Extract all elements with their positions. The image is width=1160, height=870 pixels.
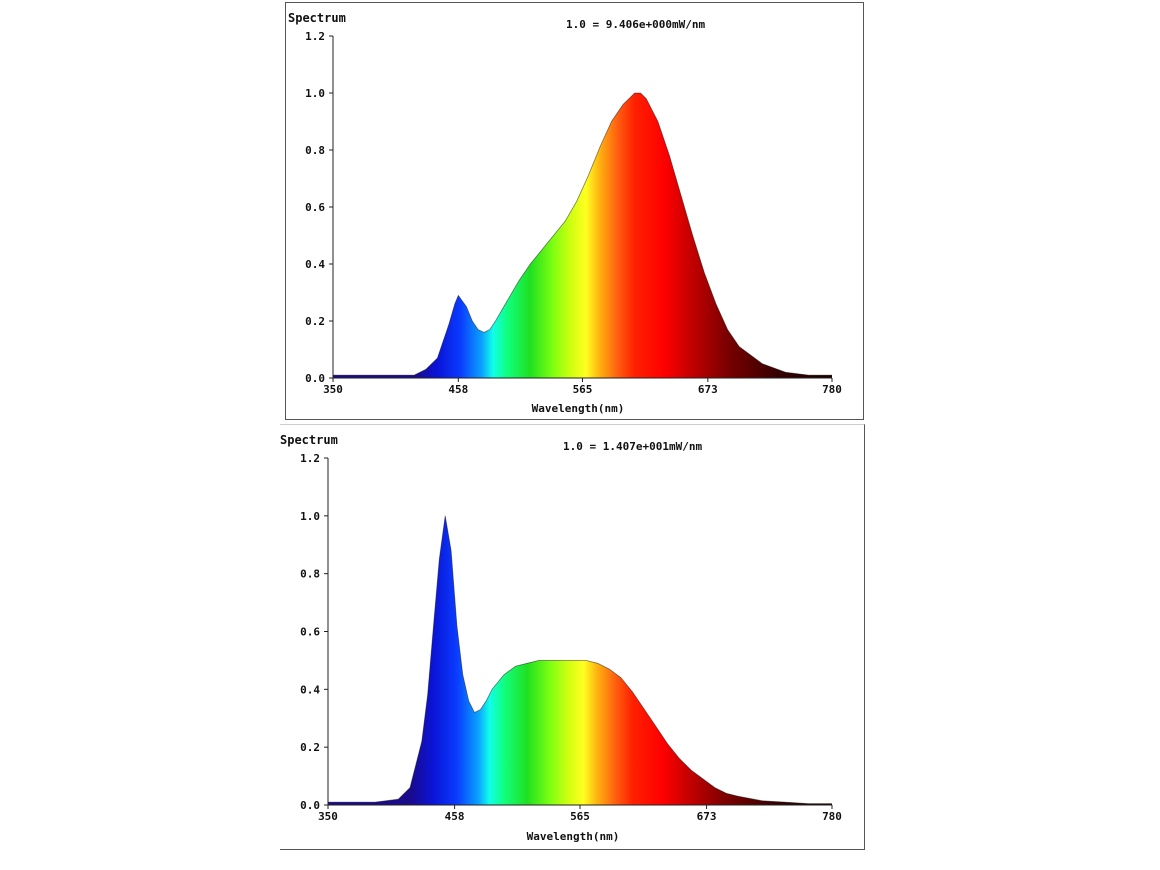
y-tick-label: 0.6 <box>300 626 320 639</box>
y-tick-label: 1.0 <box>300 510 320 523</box>
y-tick-label: 1.2 <box>300 452 320 465</box>
x-tick-label: 780 <box>822 383 842 396</box>
y-tick-label: 1.2 <box>305 30 325 43</box>
y-tick-label: 0.2 <box>305 315 325 328</box>
spectrum-area <box>333 93 832 378</box>
y-tick-label: 1.0 <box>305 87 325 100</box>
y-tick-label: 0.0 <box>300 799 320 812</box>
x-tick-label: 458 <box>448 383 468 396</box>
x-axis-title: Wavelength(nm) <box>532 402 625 415</box>
y-tick-label: 0.6 <box>305 201 325 214</box>
spectrum-line <box>333 92 832 376</box>
spectrum-chart-bottom: Spectrum 1.0 = 1.407e+001mW/nm Wavelengt… <box>280 424 865 850</box>
y-tick-label: 0.8 <box>300 568 320 581</box>
y-tick-label: 0.4 <box>300 683 320 696</box>
y-tick-label: 0.0 <box>305 372 325 385</box>
x-tick-label: 458 <box>445 810 465 823</box>
y-tick-label: 0.2 <box>300 741 320 754</box>
y-tick-label: 0.4 <box>305 258 325 271</box>
y-axis-title: Spectrum <box>288 11 346 25</box>
x-tick-label: 673 <box>697 810 717 823</box>
spectrum-plot-top: Spectrum 1.0 = 9.406e+000mW/nm Wavelengt… <box>288 11 842 415</box>
scale-note: 1.0 = 1.407e+001mW/nm <box>563 440 702 453</box>
x-tick-label: 350 <box>318 810 338 823</box>
x-tick-label: 780 <box>822 810 842 823</box>
x-tick-label: 350 <box>323 383 343 396</box>
x-axis-title: Wavelength(nm) <box>527 830 620 843</box>
x-tick-label: 673 <box>698 383 718 396</box>
y-tick-label: 0.8 <box>305 144 325 157</box>
x-tick-label: 565 <box>570 810 590 823</box>
y-axis-title: Spectrum <box>280 433 338 447</box>
spectrum-line <box>328 515 832 804</box>
spectrum-chart-top: Spectrum 1.0 = 9.406e+000mW/nm Wavelengt… <box>285 2 864 420</box>
scale-note: 1.0 = 9.406e+000mW/nm <box>566 18 705 31</box>
spectrum-plot-bottom: Spectrum 1.0 = 1.407e+001mW/nm Wavelengt… <box>280 433 842 843</box>
x-tick-label: 565 <box>573 383 593 396</box>
